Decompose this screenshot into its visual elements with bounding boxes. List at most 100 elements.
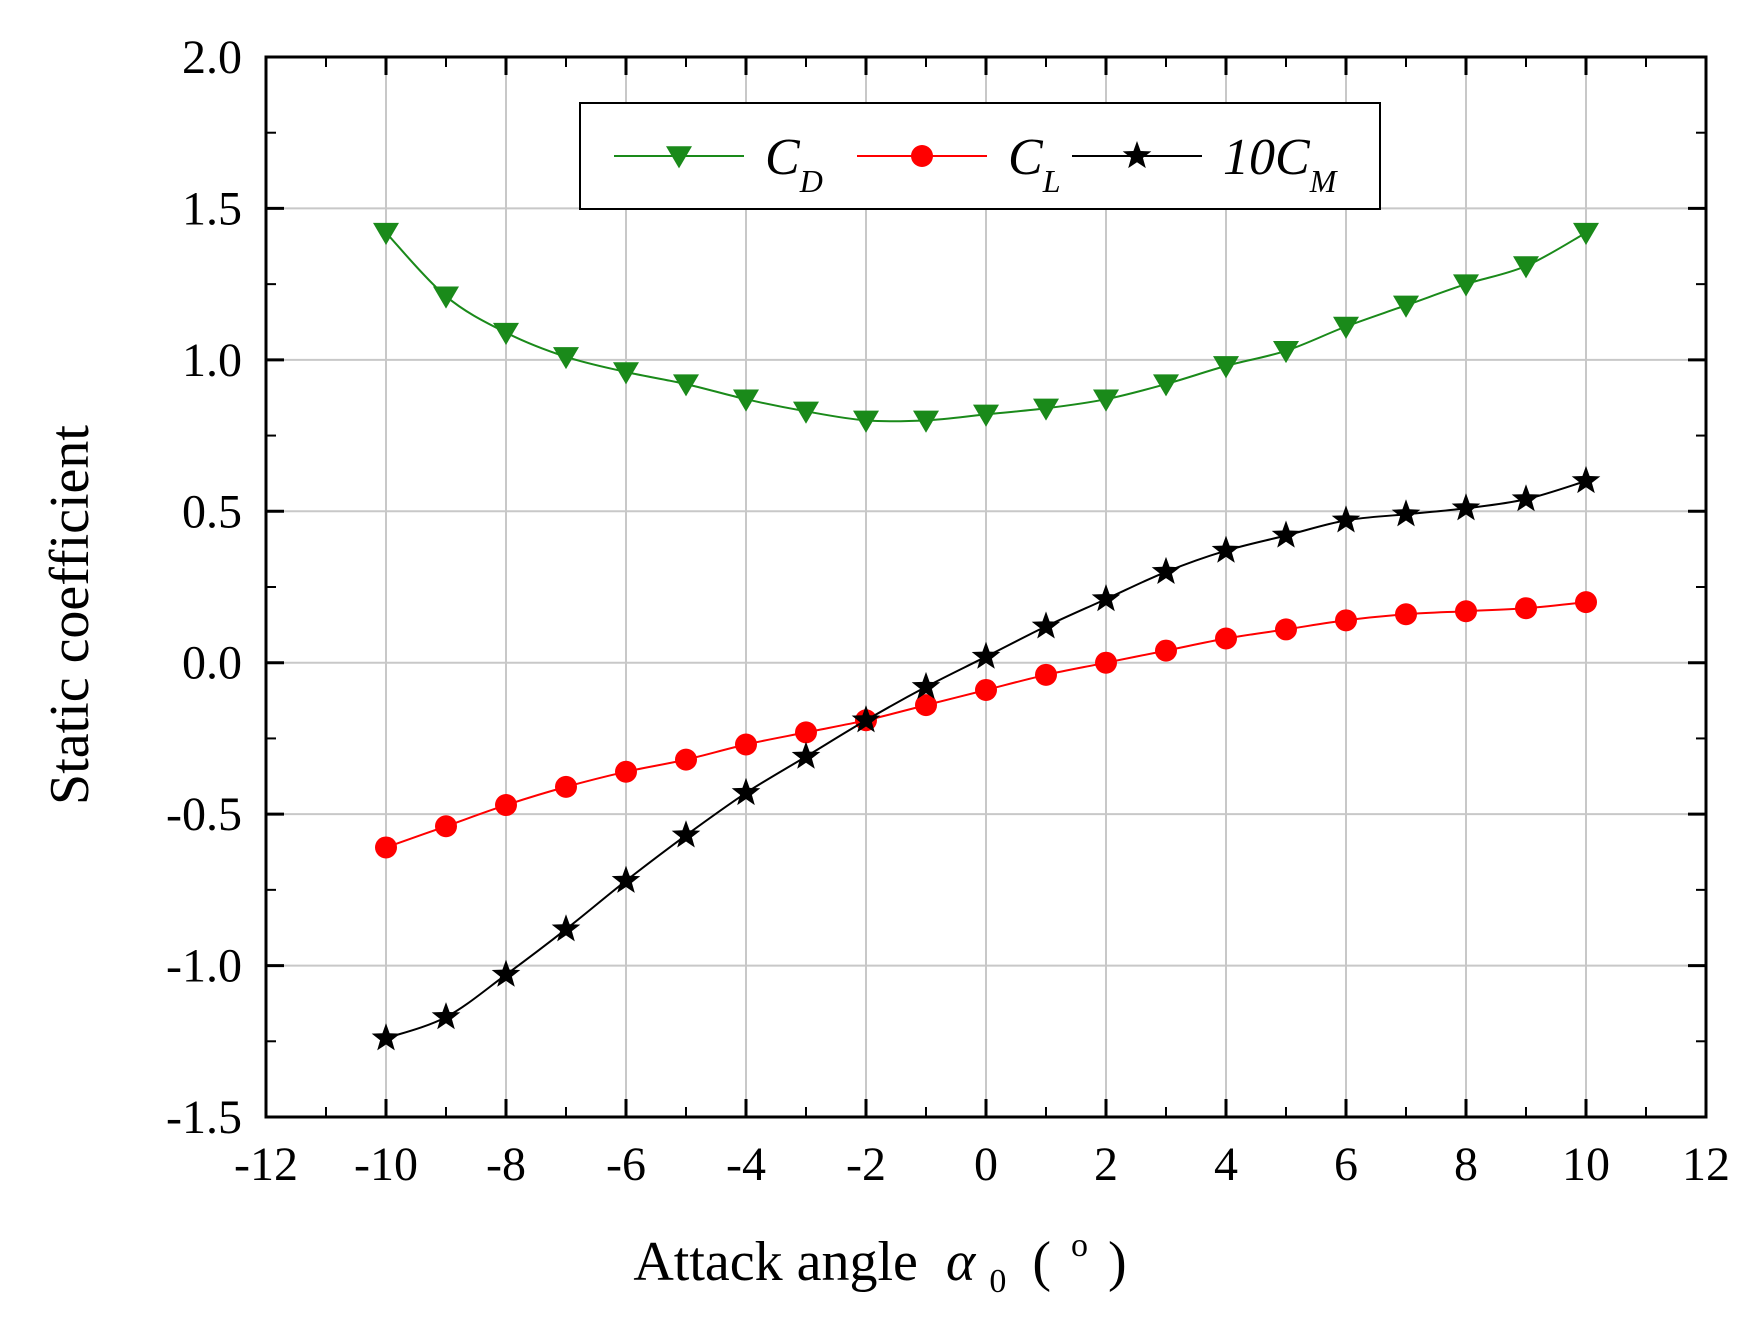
y-tick-label: 0.5 [182, 485, 242, 538]
x-tick-label: -2 [846, 1138, 886, 1191]
legend-item-c-l: CL [857, 129, 1060, 199]
legend-item-10c-m: 10CM [1072, 129, 1339, 199]
data-point-10c-m [371, 1023, 401, 1051]
data-point-c-d [493, 322, 519, 345]
legend-label-sub: D [799, 163, 823, 199]
data-point-10c-m [671, 820, 701, 848]
x-tick-label: 8 [1454, 1138, 1478, 1191]
data-point-c-l [1275, 618, 1297, 641]
data-point-10c-m [851, 705, 881, 733]
series-10c-m [371, 466, 1601, 1051]
x-tick-label: -6 [606, 1138, 646, 1191]
data-point-c-d [973, 404, 999, 427]
data-point-c-d [433, 286, 459, 309]
data-point-10c-m [1091, 584, 1121, 612]
data-point-c-l [675, 748, 697, 771]
data-point-c-d [1333, 316, 1359, 339]
data-point-c-l [1035, 663, 1057, 686]
series-layer [371, 222, 1601, 1051]
data-point-c-l [1215, 627, 1237, 650]
data-point-10c-m [791, 741, 821, 769]
data-point-10c-m [1271, 520, 1301, 548]
data-point-c-d [1153, 374, 1179, 397]
data-point-10c-m [1151, 556, 1181, 584]
data-point-c-d [1093, 389, 1119, 412]
data-point-c-d [673, 374, 699, 397]
data-point-c-l [1395, 603, 1417, 626]
data-point-c-d [913, 410, 939, 433]
data-point-c-d [1393, 295, 1419, 318]
legend-label-c-l: CL [1008, 129, 1060, 199]
data-point-c-d [1273, 341, 1299, 364]
data-point-10c-m [1331, 505, 1361, 533]
data-point-c-d [1213, 356, 1239, 379]
data-point-10c-m [551, 914, 581, 942]
series-line-10c-m [385, 480, 1587, 1040]
data-point-10c-m [1031, 611, 1061, 639]
x-axis-title-degree: o [1071, 1227, 1088, 1264]
data-point-c-d [373, 222, 399, 246]
data-point-c-l [495, 794, 517, 817]
x-tick-label: 0 [974, 1138, 998, 1191]
data-point-c-l [1575, 591, 1597, 614]
legend-marker [911, 145, 933, 167]
data-point-10c-m [1451, 493, 1481, 521]
data-point-c-d [793, 401, 819, 424]
data-point-10c-m [611, 865, 641, 893]
x-axis-title-symbol: α [946, 1231, 977, 1293]
data-point-c-l [1515, 597, 1537, 620]
data-point-c-l [795, 721, 817, 744]
x-tick-label: -12 [234, 1138, 298, 1191]
data-point-10c-m [431, 1002, 461, 1030]
legend-items: CD CL 10CM [614, 129, 1339, 199]
data-point-c-l [1155, 639, 1177, 662]
x-tick-label: 2 [1094, 1138, 1118, 1191]
data-point-10c-m [1571, 466, 1601, 494]
data-point-c-d [1513, 256, 1539, 279]
y-tick-labels: -1.5 -1.0 -0.5 0.0 0.5 1.0 1.5 2.0 [166, 31, 242, 1144]
plot-frame [264, 55, 1708, 1119]
data-point-10c-m [971, 641, 1001, 669]
x-tick-label: -8 [486, 1138, 526, 1191]
series-c-d [373, 222, 1599, 433]
x-axis-title: Attack angle α 0 ( o ) [633, 1207, 1126, 1305]
x-tick-labels: -12 -10 -8 -6 -4 -2 0 2 4 6 8 10 12 [234, 1138, 1730, 1191]
data-point-c-l [1455, 600, 1477, 623]
y-tick-label: -1.5 [166, 1091, 242, 1144]
x-axis-title-text: Attack angle [633, 1231, 918, 1293]
data-point-c-l [915, 694, 937, 717]
x-tick-label: -4 [726, 1138, 766, 1191]
x-tick-label: 10 [1562, 1138, 1610, 1191]
data-point-10c-m [491, 959, 521, 987]
data-point-c-l [375, 836, 397, 859]
x-axis-title-symbol-sub: 0 [989, 1263, 1006, 1300]
x-tick-label: 4 [1214, 1138, 1238, 1191]
y-axis-title: Static coefficient [39, 425, 101, 805]
legend-item-c-d: CD [614, 129, 823, 199]
data-point-c-d [733, 389, 759, 412]
data-point-c-d [1573, 222, 1599, 246]
y-tick-label: 0.0 [182, 637, 242, 690]
grid [265, 56, 1707, 1118]
legend-label-10c-m: 10CM [1223, 129, 1339, 199]
legend-label-sub: L [1042, 163, 1061, 199]
legend-label-main: C [765, 129, 801, 186]
data-point-c-l [735, 733, 757, 756]
data-point-c-d [553, 347, 579, 370]
data-point-c-d [1453, 274, 1479, 297]
data-point-c-l [1335, 609, 1357, 632]
data-point-c-l [615, 760, 637, 783]
data-point-c-d [613, 362, 639, 385]
y-tick-label: -1.0 [166, 940, 242, 993]
data-point-c-l [435, 815, 457, 838]
data-point-c-d [1033, 398, 1059, 421]
legend: CD CL 10CM [579, 102, 1381, 210]
data-point-c-d [853, 410, 879, 433]
y-tick-label: -0.5 [166, 788, 242, 841]
data-point-10c-m [911, 671, 941, 700]
legend-marker [1122, 141, 1152, 169]
x-tick-label: -10 [354, 1138, 418, 1191]
y-tick-label: 2.0 [182, 31, 242, 84]
data-point-c-l [555, 775, 577, 798]
